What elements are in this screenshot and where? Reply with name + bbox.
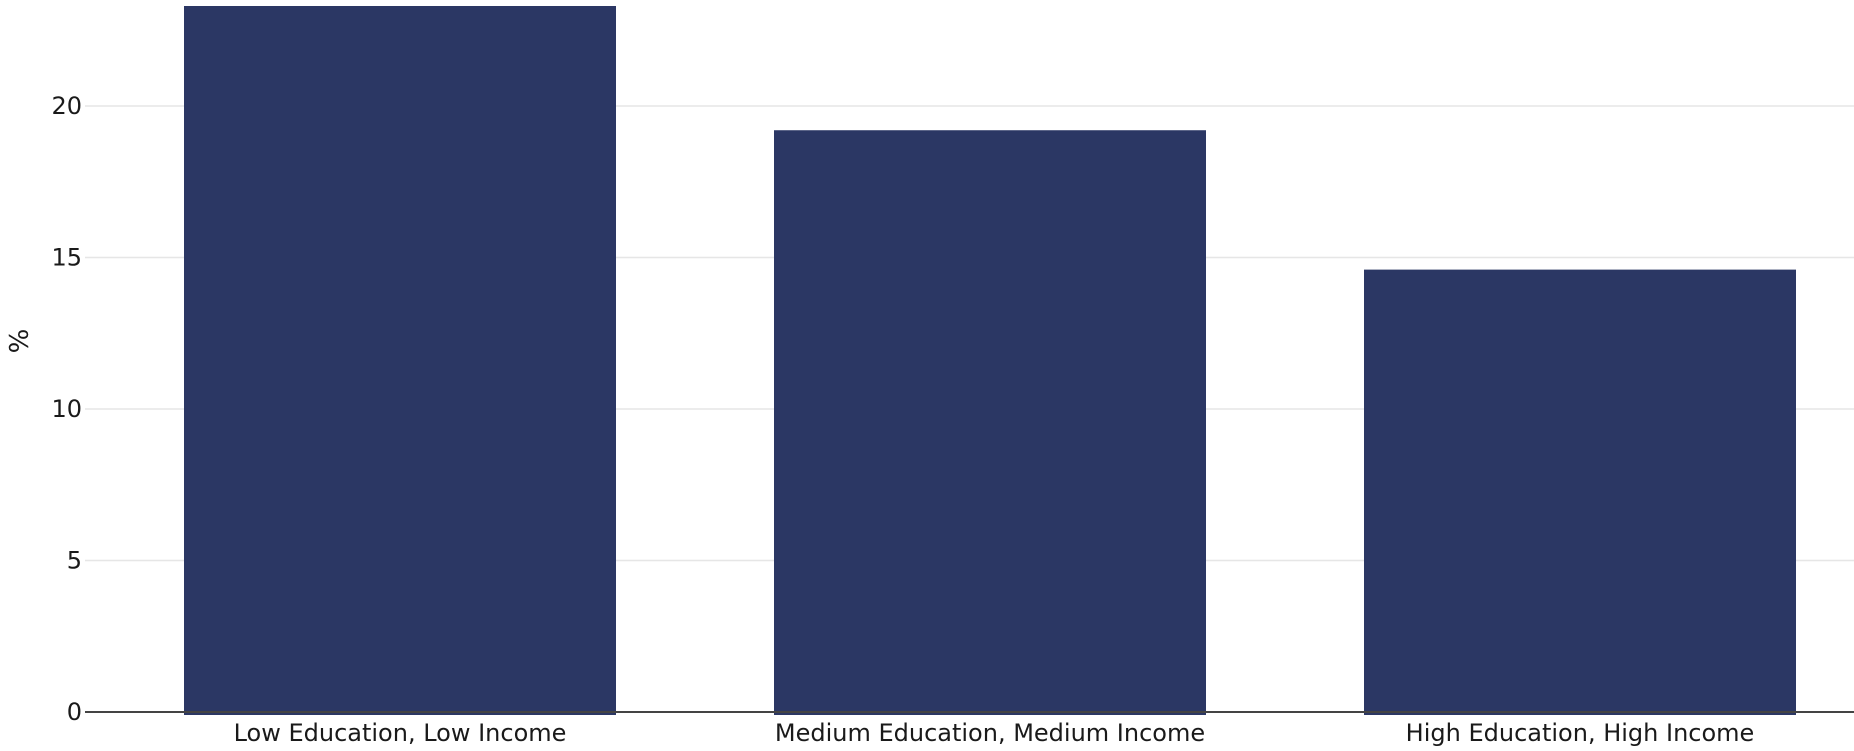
bar-low-education-low-income	[184, 6, 616, 715]
bar-medium-education-medium-income	[774, 130, 1206, 716]
y-tick-label-15: 15	[51, 243, 82, 271]
y-tick-label-5: 5	[67, 546, 82, 574]
y-tick-label-20: 20	[51, 92, 82, 120]
y-axis-ticks: 0 5 10 15 20	[51, 92, 82, 726]
x-tick-label-medium-education-medium-income: Medium Education, Medium Income	[775, 719, 1205, 747]
bars	[184, 6, 1796, 716]
y-tick-label-10: 10	[51, 395, 82, 423]
bar-high-education-high-income	[1364, 269, 1796, 715]
y-axis-title: %	[5, 329, 35, 354]
y-tick-label-0: 0	[67, 698, 82, 726]
x-axis-ticks: Low Education, Low Income Medium Educatio…	[234, 719, 1755, 747]
x-tick-label-high-education-high-income: High Education, High Income	[1406, 719, 1755, 747]
x-tick-label-low-education-low-income: Low Education, Low Income	[234, 719, 567, 747]
